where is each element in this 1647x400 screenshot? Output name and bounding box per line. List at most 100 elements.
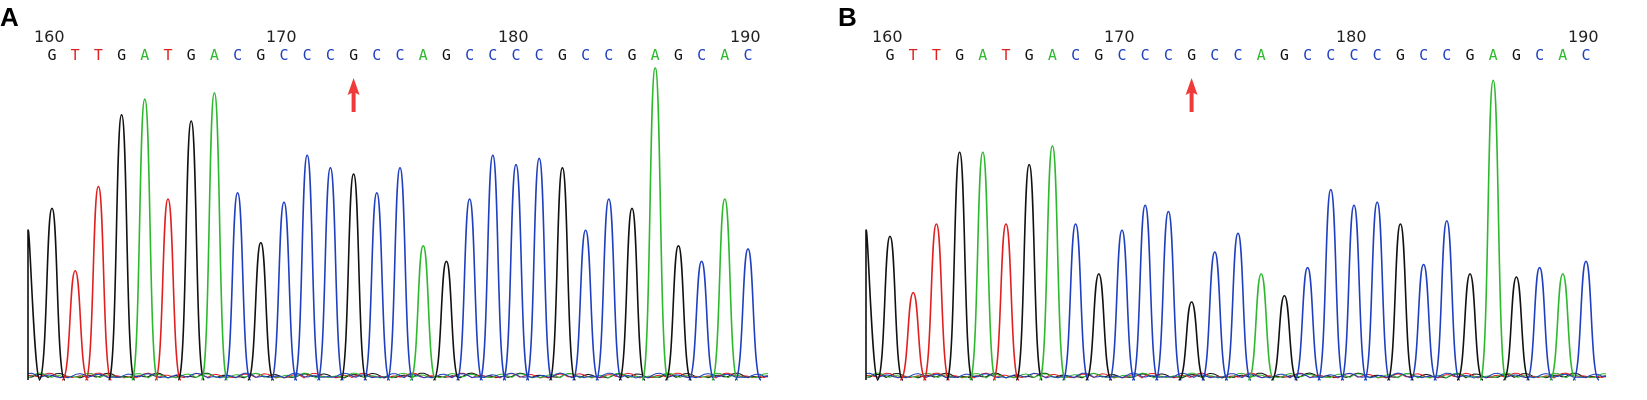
peak-c: [223, 191, 252, 381]
base-call: G: [1465, 46, 1474, 64]
base-call: A: [210, 46, 219, 64]
base-call: G: [1187, 46, 1196, 64]
position-number: 190: [1568, 27, 1599, 46]
peak-c: [1433, 220, 1461, 381]
peak-c: [1409, 263, 1438, 381]
peak-a: [1479, 79, 1507, 381]
peak-c: [363, 191, 391, 381]
position-number: 160: [872, 27, 903, 46]
mutation-arrow-icon: [1185, 78, 1198, 112]
base-call: C: [1349, 46, 1358, 64]
base-call: C: [697, 46, 706, 64]
base-call: C: [511, 46, 520, 64]
peak-c: [1201, 251, 1229, 381]
base-call: A: [1257, 46, 1266, 64]
panel-label: B: [838, 2, 857, 32]
base-call: G: [187, 46, 196, 64]
peak-c: [479, 154, 507, 381]
base-call: T: [71, 46, 80, 64]
base-call: C: [1303, 46, 1312, 64]
peak-c: [293, 154, 321, 381]
base-call: G: [627, 46, 636, 64]
position-number: 170: [266, 27, 297, 46]
peak-g: [1456, 273, 1484, 381]
peak-a: [711, 198, 739, 381]
base-call: A: [1489, 46, 1498, 64]
base-call: G: [442, 46, 451, 64]
base-call: C: [465, 46, 474, 64]
peak-c: [1317, 188, 1345, 381]
base-call: C: [1373, 46, 1382, 64]
peak-c: [595, 198, 623, 381]
peak-g: [945, 151, 974, 381]
peak-g: [1502, 276, 1531, 381]
base-call: C: [1535, 46, 1544, 64]
peak-t: [154, 198, 182, 381]
baseline-noise: [865, 372, 1607, 379]
peak-g: [1085, 273, 1113, 381]
peak-g: [247, 241, 275, 381]
peak-c: [270, 201, 298, 381]
position-number: 160: [34, 27, 65, 46]
peak-edge: [865, 229, 879, 381]
panel-a: A 160 170 180 190 G T T G A T G A C G C C C G C C A G C C C C G C C G…: [0, 0, 810, 400]
peak-g: [1270, 294, 1299, 381]
peak-a: [1038, 145, 1067, 381]
peak-g: [548, 167, 577, 381]
base-call: C: [279, 46, 288, 64]
base-call: A: [419, 46, 428, 64]
base-call: G: [256, 46, 265, 64]
peak-g: [1386, 223, 1415, 381]
peak-t: [84, 185, 113, 381]
base-call: C: [1233, 46, 1242, 64]
peak-c: [525, 157, 553, 381]
base-call: C: [743, 46, 752, 64]
base-call: A: [1558, 46, 1567, 64]
peak-g: [432, 260, 461, 381]
base-call: G: [885, 46, 894, 64]
peak-c: [1061, 223, 1090, 381]
base-call: G: [1396, 46, 1405, 64]
peak-a: [131, 98, 159, 381]
base-call: C: [233, 46, 242, 64]
base-call: T: [932, 46, 941, 64]
peak-c: [1293, 266, 1322, 381]
peak-g: [339, 173, 368, 381]
base-call: G: [1094, 46, 1103, 64]
peak-c: [1572, 260, 1600, 381]
base-call: C: [1210, 46, 1219, 64]
base-call: C: [488, 46, 497, 64]
baseline-noise: [27, 372, 769, 379]
base-call: G: [117, 46, 126, 64]
position-number: 190: [730, 27, 761, 46]
peak-c: [1224, 232, 1252, 381]
peak-t: [899, 291, 927, 381]
peak-a: [1247, 273, 1275, 381]
base-call: G: [674, 46, 683, 64]
base-call: C: [1164, 46, 1173, 64]
peak-g: [664, 245, 693, 381]
peak-c: [316, 167, 345, 381]
base-call: C: [1419, 46, 1428, 64]
base-call: G: [349, 46, 358, 64]
base-call: A: [140, 46, 149, 64]
position-number: 170: [1104, 27, 1135, 46]
peak-c: [502, 163, 530, 381]
peak-c: [571, 229, 600, 381]
peak-g: [177, 120, 205, 381]
peak-c: [1154, 210, 1183, 381]
base-call: T: [1001, 46, 1010, 64]
base-call: G: [1025, 46, 1034, 64]
base-call: G: [1280, 46, 1289, 64]
peak-g: [1015, 163, 1043, 381]
peak-g: [107, 113, 136, 381]
base-call: C: [1326, 46, 1335, 64]
peak-c: [734, 248, 762, 381]
panel-b: B 160 170 180 190 G T T G A T G A C G C C C G C C A G C C C C G C C G…: [838, 0, 1647, 400]
peak-c: [386, 167, 414, 381]
base-call: C: [581, 46, 590, 64]
peak-t: [61, 269, 89, 381]
position-number: 180: [1336, 27, 1367, 46]
base-call: C: [604, 46, 613, 64]
